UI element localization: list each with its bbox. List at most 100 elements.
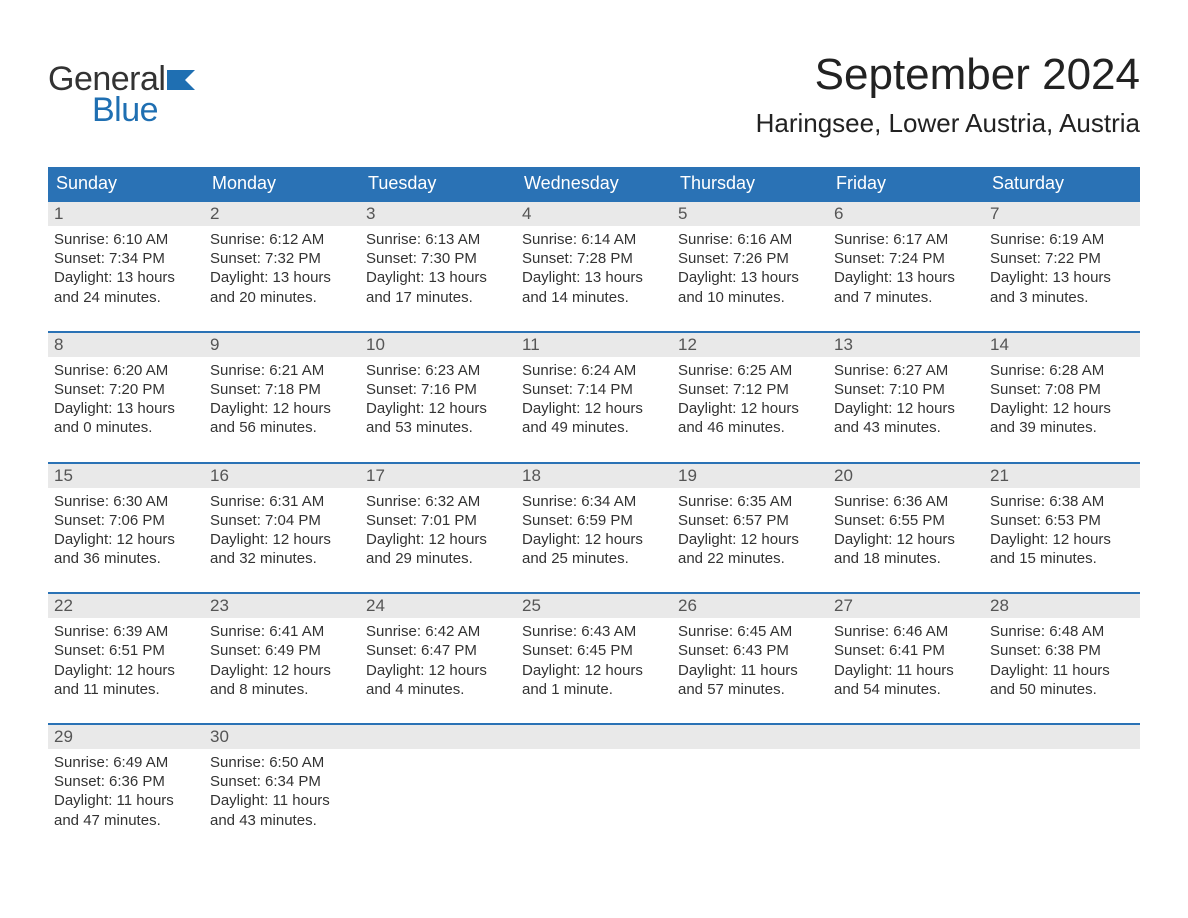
daylight1-line: Daylight: 11 hours [834, 661, 978, 680]
day-number: 17 [360, 464, 516, 488]
day-cell: 25Sunrise: 6:43 AMSunset: 6:45 PMDayligh… [516, 594, 672, 705]
day-cell: 13Sunrise: 6:27 AMSunset: 7:10 PMDayligh… [828, 333, 984, 444]
sunset-line: Sunset: 7:10 PM [834, 380, 978, 399]
day-content: Sunrise: 6:46 AMSunset: 6:41 PMDaylight:… [828, 618, 984, 705]
sunrise-line: Sunrise: 6:49 AM [54, 753, 198, 772]
day-header: Thursday [672, 167, 828, 200]
day-cell: 22Sunrise: 6:39 AMSunset: 6:51 PMDayligh… [48, 594, 204, 705]
day-content: Sunrise: 6:45 AMSunset: 6:43 PMDaylight:… [672, 618, 828, 705]
daylight1-line: Daylight: 12 hours [522, 661, 666, 680]
day-number: 22 [48, 594, 204, 618]
day-number: 27 [828, 594, 984, 618]
day-number [672, 725, 828, 749]
daylight2-line: and 47 minutes. [54, 811, 198, 830]
daylight2-line: and 39 minutes. [990, 418, 1134, 437]
sunset-line: Sunset: 6:43 PM [678, 641, 822, 660]
day-cell: 18Sunrise: 6:34 AMSunset: 6:59 PMDayligh… [516, 464, 672, 575]
sunrise-line: Sunrise: 6:30 AM [54, 492, 198, 511]
daylight2-line: and 15 minutes. [990, 549, 1134, 568]
day-cell: 27Sunrise: 6:46 AMSunset: 6:41 PMDayligh… [828, 594, 984, 705]
day-cell: 28Sunrise: 6:48 AMSunset: 6:38 PMDayligh… [984, 594, 1140, 705]
day-number: 21 [984, 464, 1140, 488]
day-content: Sunrise: 6:13 AMSunset: 7:30 PMDaylight:… [360, 226, 516, 313]
day-content: Sunrise: 6:42 AMSunset: 6:47 PMDaylight:… [360, 618, 516, 705]
day-content: Sunrise: 6:30 AMSunset: 7:06 PMDaylight:… [48, 488, 204, 575]
day-content: Sunrise: 6:38 AMSunset: 6:53 PMDaylight:… [984, 488, 1140, 575]
day-number: 5 [672, 202, 828, 226]
day-content: Sunrise: 6:50 AMSunset: 6:34 PMDaylight:… [204, 749, 360, 836]
daylight1-line: Daylight: 13 hours [990, 268, 1134, 287]
daylight1-line: Daylight: 12 hours [522, 399, 666, 418]
sunrise-line: Sunrise: 6:45 AM [678, 622, 822, 641]
day-content: Sunrise: 6:16 AMSunset: 7:26 PMDaylight:… [672, 226, 828, 313]
day-cell: 26Sunrise: 6:45 AMSunset: 6:43 PMDayligh… [672, 594, 828, 705]
sunrise-line: Sunrise: 6:31 AM [210, 492, 354, 511]
day-content: Sunrise: 6:43 AMSunset: 6:45 PMDaylight:… [516, 618, 672, 705]
day-number: 9 [204, 333, 360, 357]
daylight1-line: Daylight: 11 hours [210, 791, 354, 810]
daylight2-line: and 43 minutes. [210, 811, 354, 830]
daylight2-line: and 18 minutes. [834, 549, 978, 568]
daylight1-line: Daylight: 12 hours [210, 399, 354, 418]
month-title: September 2024 [756, 50, 1140, 100]
day-content: Sunrise: 6:32 AMSunset: 7:01 PMDaylight:… [360, 488, 516, 575]
day-cell: 20Sunrise: 6:36 AMSunset: 6:55 PMDayligh… [828, 464, 984, 575]
day-cell: 24Sunrise: 6:42 AMSunset: 6:47 PMDayligh… [360, 594, 516, 705]
sunrise-line: Sunrise: 6:16 AM [678, 230, 822, 249]
daylight2-line: and 43 minutes. [834, 418, 978, 437]
daylight2-line: and 3 minutes. [990, 288, 1134, 307]
sunrise-line: Sunrise: 6:50 AM [210, 753, 354, 772]
sunset-line: Sunset: 7:12 PM [678, 380, 822, 399]
day-content: Sunrise: 6:36 AMSunset: 6:55 PMDaylight:… [828, 488, 984, 575]
daylight2-line: and 36 minutes. [54, 549, 198, 568]
daylight1-line: Daylight: 12 hours [990, 399, 1134, 418]
daylight1-line: Daylight: 12 hours [366, 661, 510, 680]
day-number: 19 [672, 464, 828, 488]
daylight2-line: and 50 minutes. [990, 680, 1134, 699]
sunrise-line: Sunrise: 6:10 AM [54, 230, 198, 249]
day-content: Sunrise: 6:34 AMSunset: 6:59 PMDaylight:… [516, 488, 672, 575]
day-content: Sunrise: 6:31 AMSunset: 7:04 PMDaylight:… [204, 488, 360, 575]
daylight1-line: Daylight: 12 hours [990, 530, 1134, 549]
day-number: 29 [48, 725, 204, 749]
day-cell: 7Sunrise: 6:19 AMSunset: 7:22 PMDaylight… [984, 202, 1140, 313]
day-number: 10 [360, 333, 516, 357]
daylight2-line: and 32 minutes. [210, 549, 354, 568]
day-number [360, 725, 516, 749]
sunrise-line: Sunrise: 6:32 AM [366, 492, 510, 511]
day-content: Sunrise: 6:25 AMSunset: 7:12 PMDaylight:… [672, 357, 828, 444]
day-content: Sunrise: 6:41 AMSunset: 6:49 PMDaylight:… [204, 618, 360, 705]
day-content: Sunrise: 6:27 AMSunset: 7:10 PMDaylight:… [828, 357, 984, 444]
day-number: 1 [48, 202, 204, 226]
sunrise-line: Sunrise: 6:14 AM [522, 230, 666, 249]
sunrise-line: Sunrise: 6:38 AM [990, 492, 1134, 511]
sunrise-line: Sunrise: 6:48 AM [990, 622, 1134, 641]
sunrise-line: Sunrise: 6:21 AM [210, 361, 354, 380]
day-cell: 21Sunrise: 6:38 AMSunset: 6:53 PMDayligh… [984, 464, 1140, 575]
title-block: September 2024 Haringsee, Lower Austria,… [756, 50, 1140, 139]
calendar: Sunday Monday Tuesday Wednesday Thursday… [48, 167, 1140, 836]
sunset-line: Sunset: 6:55 PM [834, 511, 978, 530]
day-cell: 17Sunrise: 6:32 AMSunset: 7:01 PMDayligh… [360, 464, 516, 575]
daylight1-line: Daylight: 12 hours [678, 530, 822, 549]
sunrise-line: Sunrise: 6:35 AM [678, 492, 822, 511]
day-content: Sunrise: 6:19 AMSunset: 7:22 PMDaylight:… [984, 226, 1140, 313]
daylight1-line: Daylight: 12 hours [54, 530, 198, 549]
day-cell: 2Sunrise: 6:12 AMSunset: 7:32 PMDaylight… [204, 202, 360, 313]
day-content: Sunrise: 6:21 AMSunset: 7:18 PMDaylight:… [204, 357, 360, 444]
day-content: Sunrise: 6:24 AMSunset: 7:14 PMDaylight:… [516, 357, 672, 444]
sunset-line: Sunset: 7:01 PM [366, 511, 510, 530]
day-cell: 8Sunrise: 6:20 AMSunset: 7:20 PMDaylight… [48, 333, 204, 444]
daylight1-line: Daylight: 12 hours [834, 399, 978, 418]
day-cell: 12Sunrise: 6:25 AMSunset: 7:12 PMDayligh… [672, 333, 828, 444]
daylight2-line: and 11 minutes. [54, 680, 198, 699]
day-cell: 16Sunrise: 6:31 AMSunset: 7:04 PMDayligh… [204, 464, 360, 575]
sunrise-line: Sunrise: 6:23 AM [366, 361, 510, 380]
day-cell: 4Sunrise: 6:14 AMSunset: 7:28 PMDaylight… [516, 202, 672, 313]
day-number: 15 [48, 464, 204, 488]
day-cell [984, 725, 1140, 836]
day-content: Sunrise: 6:10 AMSunset: 7:34 PMDaylight:… [48, 226, 204, 313]
sunset-line: Sunset: 7:04 PM [210, 511, 354, 530]
day-cell: 14Sunrise: 6:28 AMSunset: 7:08 PMDayligh… [984, 333, 1140, 444]
day-content: Sunrise: 6:20 AMSunset: 7:20 PMDaylight:… [48, 357, 204, 444]
